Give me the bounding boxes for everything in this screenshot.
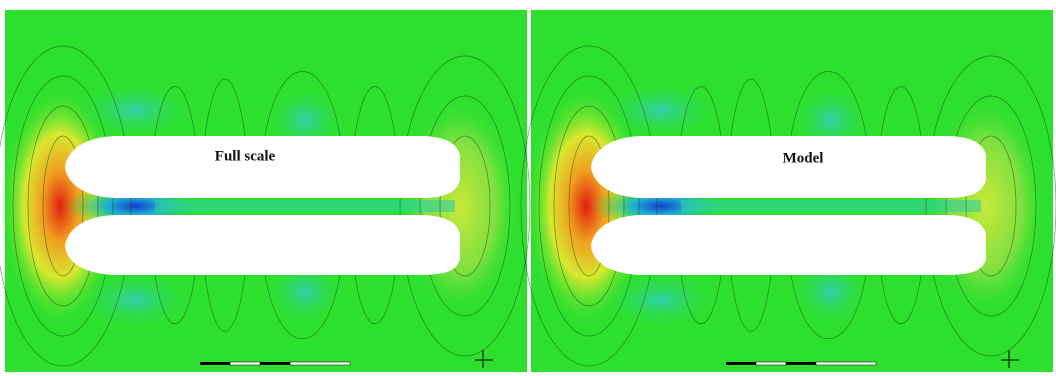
full-scale-panel — [0, 10, 530, 372]
panel-label: Full scale — [215, 148, 276, 164]
page: Full scale Model (() => { const data = J… — [0, 0, 1056, 376]
model-panel — [521, 10, 1056, 372]
panel-label: Model — [783, 150, 824, 166]
contour-figure: Full scale Model — [0, 0, 1056, 376]
